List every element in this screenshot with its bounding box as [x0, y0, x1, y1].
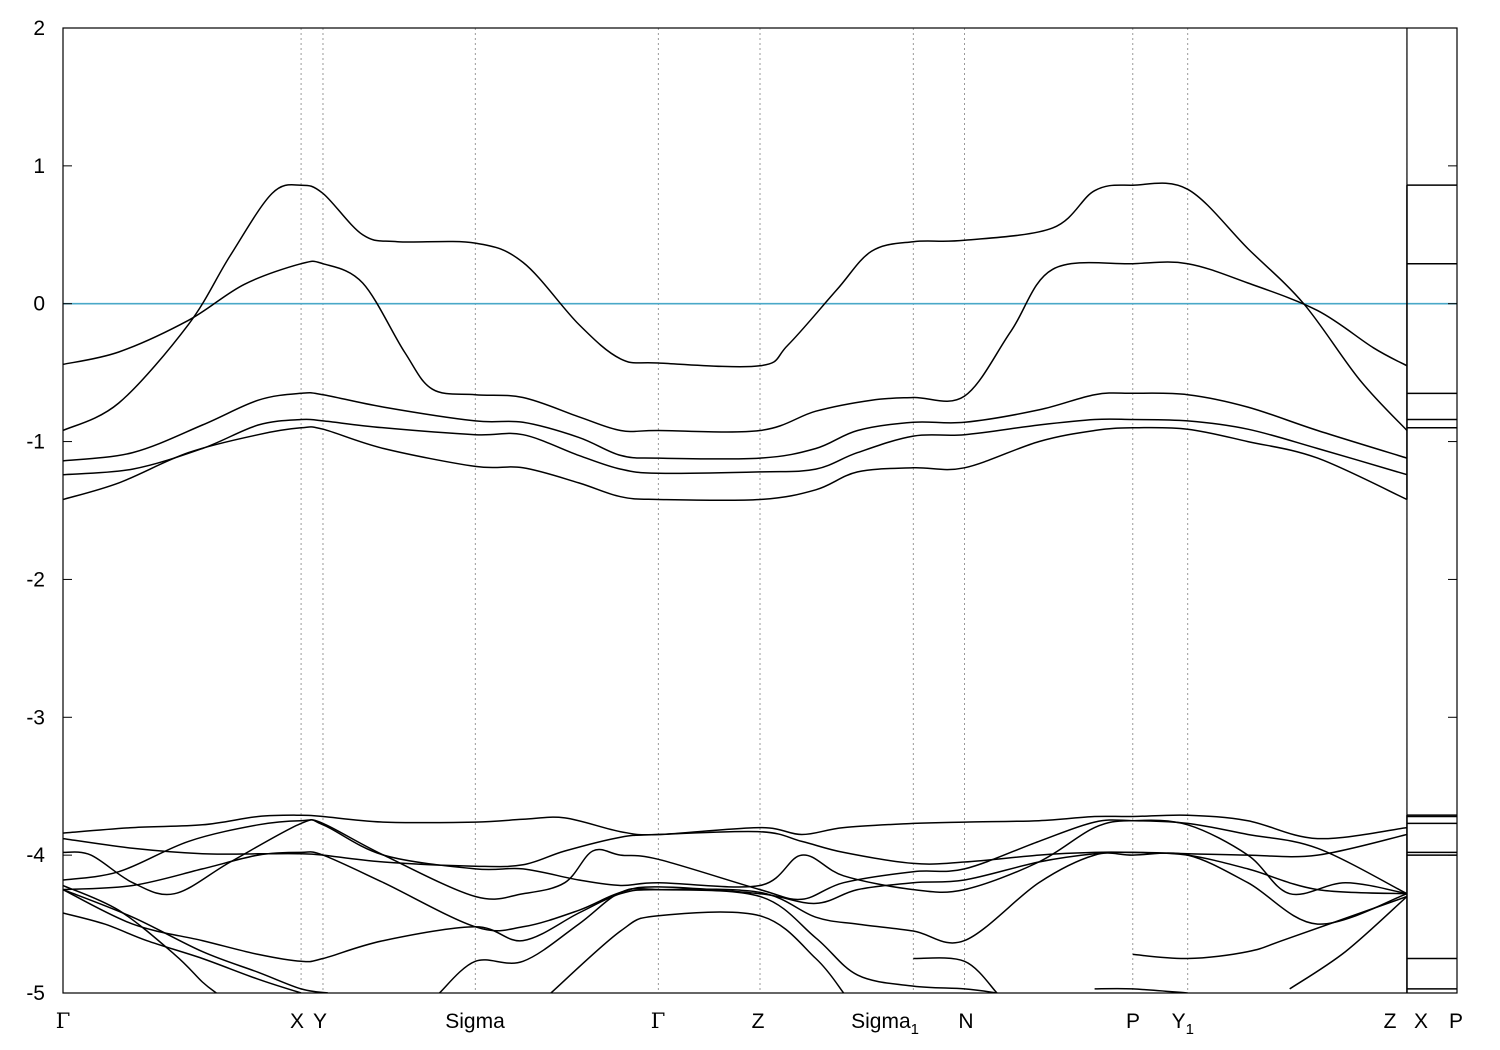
band-line-11 — [63, 888, 329, 993]
xtick-label-10: Z — [1384, 1010, 1397, 1033]
ytick-label-4: -2 — [26, 568, 45, 591]
band-line-2 — [63, 391, 1407, 462]
xtick-label-8: P — [1126, 1010, 1140, 1033]
ytick-label-3: -1 — [26, 431, 45, 454]
xtick-label-6: Sigma1 — [851, 1010, 919, 1038]
band-line-4 — [63, 426, 1407, 502]
band-line-5 — [63, 814, 1407, 840]
band-line-12 — [550, 911, 845, 993]
band-line-14 — [913, 957, 998, 993]
xtick-label-3: Sigma — [445, 1010, 505, 1033]
plot-frame — [62, 27, 1458, 994]
band-line-17 — [438, 887, 998, 993]
band-line-15 — [1094, 987, 1188, 993]
xtick-label-9: Y1 — [1172, 1010, 1194, 1038]
band-lines — [63, 182, 1407, 993]
band-line-0 — [63, 260, 1407, 433]
y-axis-ticks: 2 1 0 -1 -2 -3 -4 -5 — [26, 17, 1457, 1005]
ytick-label-1: 1 — [33, 155, 45, 178]
ytick-label-6: -4 — [26, 844, 45, 867]
band-line-13 — [63, 912, 302, 993]
band-line-16 — [63, 884, 217, 993]
xtick-label-5: Z — [752, 1010, 765, 1033]
ytick-label-7: -5 — [26, 982, 45, 1005]
band-line-8 — [63, 819, 1407, 901]
band-line-3 — [63, 418, 1407, 476]
x-axis-ticks: Γ X Y Sigma Γ Z Sigma1 N P Y1 Z X P — [56, 1009, 1463, 1038]
k-point-gridlines — [300, 28, 1408, 993]
band-line-19 — [1289, 895, 1407, 990]
band-line-18 — [1132, 895, 1407, 960]
band-line-1 — [63, 182, 1407, 432]
xtick-label-0: Γ — [56, 1009, 71, 1033]
xtick-label-7: N — [958, 1010, 973, 1033]
right-panel-levels — [1406, 28, 1457, 993]
xtick-label-12: P — [1449, 1010, 1463, 1033]
xtick-label-1: X — [290, 1010, 304, 1033]
xtick-label-4: Γ — [651, 1009, 666, 1033]
xtick-label-11: X — [1414, 1010, 1428, 1033]
xtick-label-2: Y — [313, 1010, 327, 1033]
ytick-label-2: 0 — [33, 293, 45, 316]
ytick-label-0: 2 — [33, 17, 45, 40]
ytick-label-5: -3 — [26, 706, 45, 729]
band-line-10 — [63, 852, 1407, 963]
